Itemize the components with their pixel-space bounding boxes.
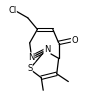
Text: N: N bbox=[44, 45, 50, 54]
Text: N: N bbox=[28, 53, 35, 62]
Text: S: S bbox=[27, 65, 32, 73]
Text: O: O bbox=[71, 36, 78, 44]
Text: Cl: Cl bbox=[8, 6, 16, 15]
